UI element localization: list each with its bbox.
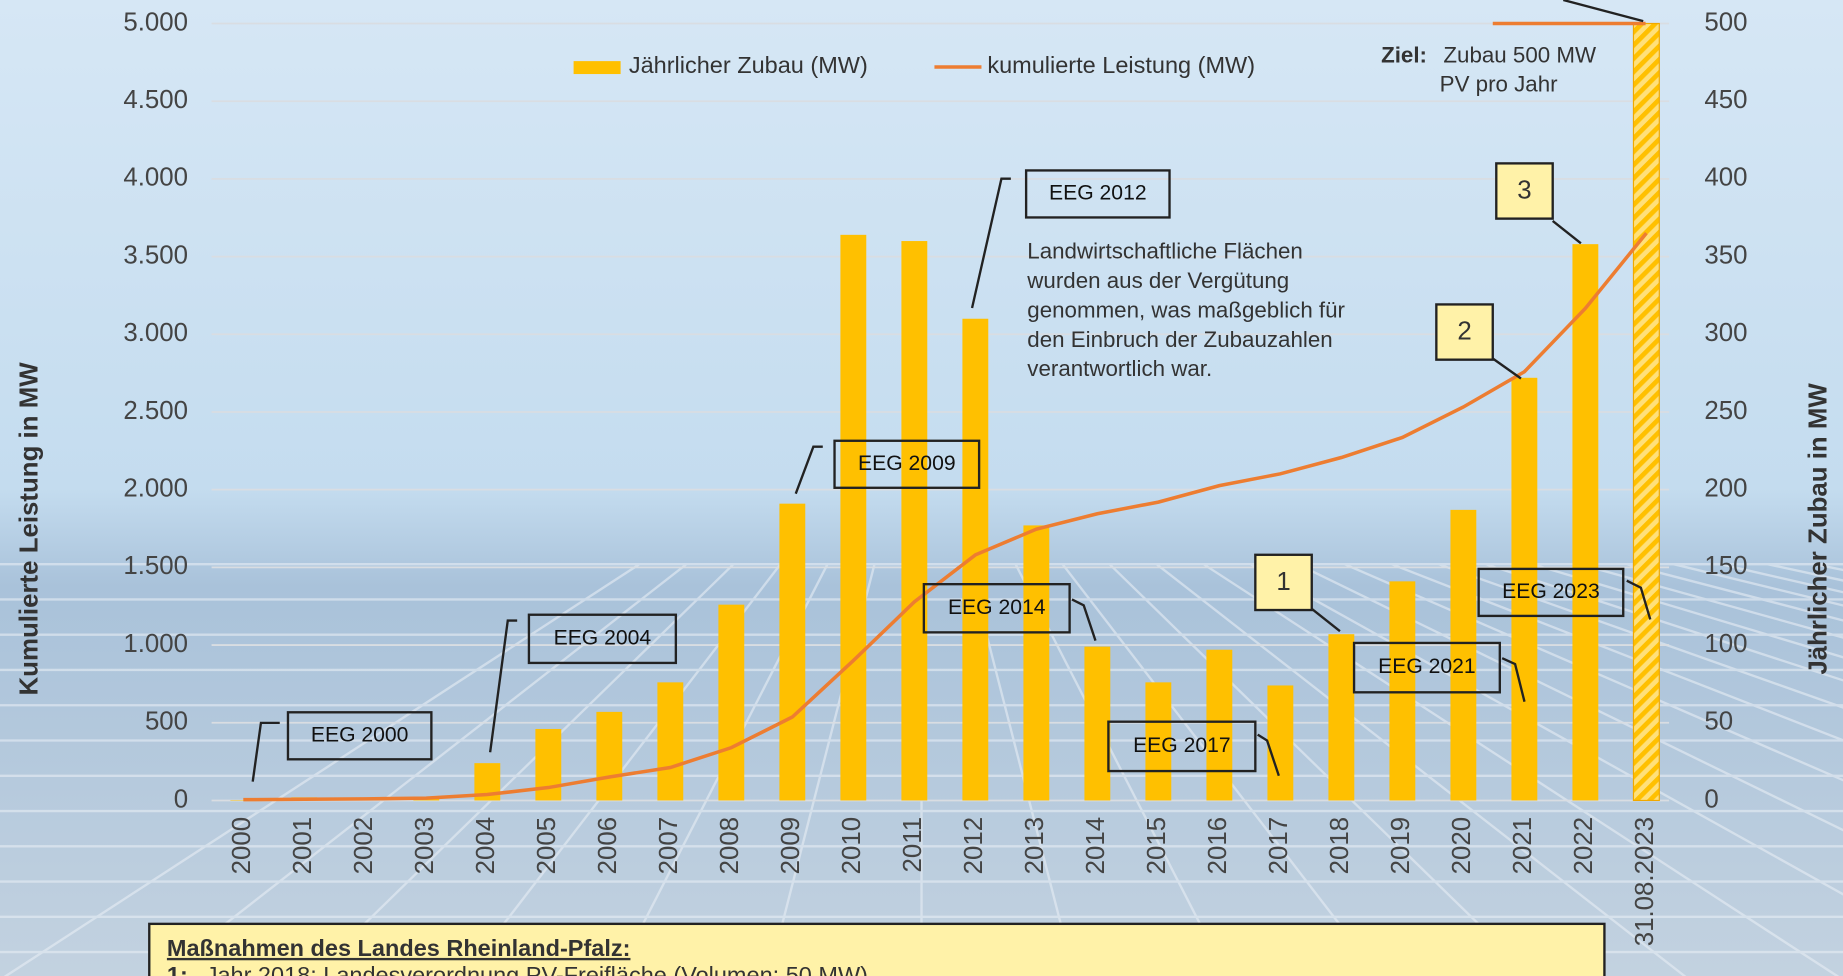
annotation-label: EEG 2012 [1049, 182, 1147, 205]
y-tick-label: 3.500 [123, 241, 188, 269]
y-tick-label: 3.000 [123, 319, 188, 347]
annotation-label: EEG 2014 [948, 596, 1046, 619]
note-label: 2 [1457, 317, 1471, 345]
x-tick-label: 2016 [1204, 817, 1232, 875]
x-tick-label: 2006 [594, 817, 622, 875]
bar [1267, 685, 1293, 800]
x-tick-label: 2020 [1448, 817, 1476, 875]
annotation-label: EEG 2017 [1133, 734, 1231, 757]
y2-tick-label: 500 [1704, 8, 1747, 36]
y2-tick-label: 200 [1704, 474, 1747, 502]
x-tick-label: 2008 [716, 817, 744, 875]
y2-tick-label: 50 [1704, 708, 1733, 736]
bar [901, 241, 927, 800]
annotation-label: EEG 2004 [554, 626, 652, 649]
bar [962, 319, 988, 801]
y-axis-label: Kumulierte Leistung in MW [15, 362, 43, 696]
description-line: den Einbruch der Zubauzahlen [1027, 327, 1332, 352]
y-tick-label: 1.000 [123, 630, 188, 658]
x-tick-label: 2000 [228, 817, 256, 875]
target-bar [1633, 24, 1659, 801]
x-tick-label: 2002 [350, 817, 378, 875]
y-tick-label: 2.500 [123, 397, 188, 425]
x-tick-label: 2003 [411, 817, 439, 875]
annotation-label: EEG 2009 [858, 452, 956, 475]
x-tick-label: 31.08.2023 [1631, 817, 1659, 946]
bar [779, 504, 805, 801]
x-tick-label: 2017 [1265, 817, 1293, 875]
bar [596, 712, 622, 801]
y2-tick-label: 150 [1704, 552, 1747, 580]
x-tick-label: 2009 [777, 817, 805, 875]
measures-number: 1: [167, 962, 188, 976]
x-tick-label: 2018 [1326, 817, 1354, 875]
note-label: 1 [1276, 568, 1290, 596]
description-line: verantwortlich war. [1027, 356, 1212, 381]
x-tick-label: 2019 [1387, 817, 1415, 875]
note-label: 3 [1517, 176, 1531, 204]
target-label: Ziel: [1381, 42, 1427, 67]
y2-tick-label: 400 [1704, 164, 1747, 192]
annotation-label: EEG 2021 [1378, 655, 1476, 678]
y2-tick-label: 450 [1704, 86, 1747, 114]
x-tick-label: 2014 [1082, 817, 1110, 875]
target-text: PV pro Jahr [1440, 72, 1558, 97]
x-tick-label: 2022 [1570, 817, 1598, 875]
bar [1084, 647, 1110, 801]
bar [657, 682, 683, 800]
bar [1023, 525, 1049, 800]
y-tick-label: 4.500 [123, 86, 188, 114]
plot-root: 05001.0001.5002.0002.5003.0003.5004.0004… [0, 0, 1843, 976]
description-line: Landwirtschaftliche Flächen [1027, 239, 1303, 264]
description-line: wurden aus der Vergütung [1026, 268, 1289, 293]
y2-tick-label: 250 [1704, 397, 1747, 425]
annotation-label: EEG 2000 [311, 723, 409, 746]
y2-tick-label: 0 [1704, 785, 1718, 813]
x-tick-label: 2013 [1021, 817, 1049, 875]
bar [840, 235, 866, 801]
target-text: Zubau 500 MW [1443, 42, 1596, 67]
bar [1389, 581, 1415, 800]
y2-tick-label: 100 [1704, 630, 1747, 658]
x-tick-label: 2012 [960, 817, 988, 875]
x-tick-label: 2005 [533, 817, 561, 875]
bar [1572, 244, 1598, 800]
x-tick-label: 2004 [472, 817, 500, 875]
bar [1328, 634, 1354, 800]
y-tick-label: 2.000 [123, 474, 188, 502]
legend-label: Jährlicher Zubau (MW) [629, 52, 868, 78]
y-tick-label: 4.000 [123, 164, 188, 192]
bar [1206, 650, 1232, 801]
x-tick-label: 2015 [1143, 817, 1171, 875]
x-tick-label: 2011 [899, 817, 927, 873]
y2-tick-label: 350 [1704, 241, 1747, 269]
y2-tick-label: 300 [1704, 319, 1747, 347]
x-tick-label: 2007 [655, 817, 683, 875]
x-tick-label: 2021 [1509, 817, 1537, 875]
y2-axis-label: Jährlicher Zubau in MW [1804, 383, 1832, 675]
y-tick-label: 0 [174, 785, 188, 813]
x-tick-label: 2001 [289, 817, 317, 875]
x-tick-label: 2010 [838, 817, 866, 875]
y-tick-label: 1.500 [123, 552, 188, 580]
description-line: genommen, was maßgeblich für [1027, 297, 1345, 322]
y-tick-label: 5.000 [123, 8, 188, 36]
legend-swatch [574, 61, 621, 74]
chart: 05001.0001.5002.0002.5003.0003.5004.0004… [0, 0, 1843, 976]
bar [718, 605, 744, 801]
legend-label: kumulierte Leistung (MW) [987, 52, 1255, 78]
y-tick-label: 500 [145, 708, 188, 736]
annotation-label: EEG 2023 [1502, 580, 1600, 603]
measures-text: Jahr 2018: Landesverordnung PV-Freifläch… [206, 962, 868, 976]
measures-title: Maßnahmen des Landes Rheinland-Pfalz: [167, 935, 631, 961]
